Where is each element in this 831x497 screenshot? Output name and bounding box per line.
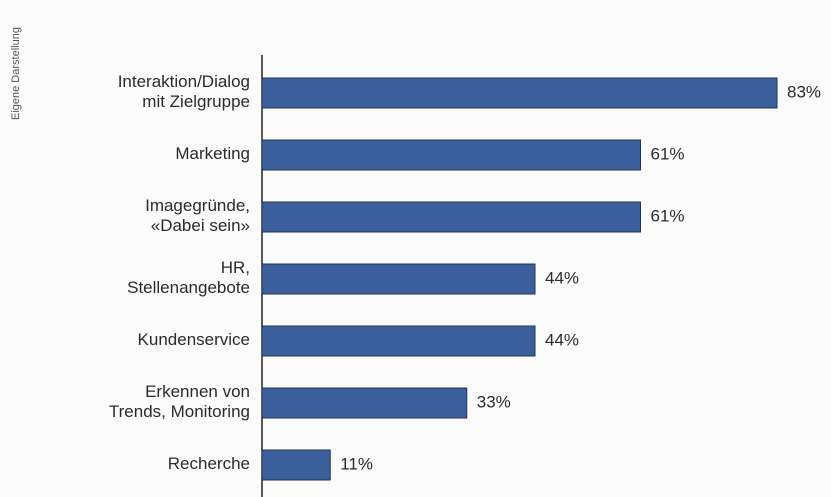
y-tick-label: Recherche [168, 454, 250, 473]
data-label: 44% [545, 268, 579, 287]
data-label: 11% [340, 454, 373, 473]
bar [261, 325, 536, 357]
y-tick-label: Imagegründe, «Dabei sein» [145, 196, 250, 235]
bar [261, 449, 331, 481]
data-label: 61% [650, 144, 684, 163]
data-label: 44% [545, 330, 579, 349]
data-label: 33% [477, 392, 511, 411]
bar [261, 139, 641, 171]
y-tick-label: HR, Stellenangebote [127, 258, 250, 297]
bar [261, 201, 641, 233]
y-tick-label: Interaktion/Dialog mit Zielgruppe [118, 72, 250, 111]
bar [261, 263, 536, 295]
y-tick-label: Kundenservice [138, 330, 250, 349]
y-tick-label: Erkennen von Trends, Monitoring [109, 382, 250, 421]
bar [261, 387, 468, 419]
y-tick-label: Marketing [175, 144, 250, 163]
bar [261, 77, 778, 109]
data-label: 61% [650, 206, 684, 225]
note: Eigene Darstellung [10, 27, 22, 120]
data-label: 83% [787, 82, 821, 101]
